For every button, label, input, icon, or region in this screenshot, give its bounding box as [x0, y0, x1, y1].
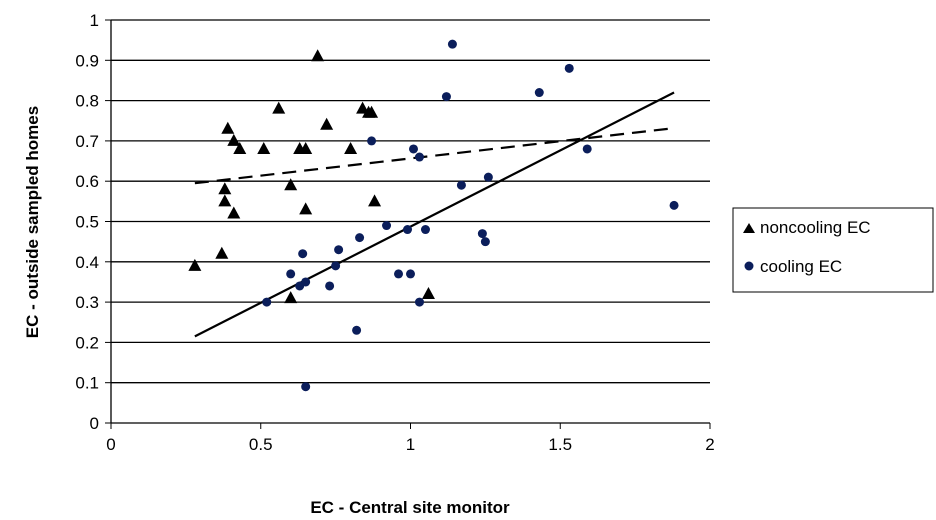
cooling-point	[534, 88, 544, 98]
cooling-point	[447, 39, 457, 49]
cooling-point	[331, 261, 341, 271]
y-axis-title: EC - outside sampled homes	[23, 106, 42, 338]
x-tick-label: 0.5	[249, 435, 273, 454]
cooling-point	[394, 269, 404, 279]
noncooling-point	[218, 194, 232, 207]
y-tick-label: 0.5	[75, 213, 99, 232]
y-tick-label: 0.3	[75, 293, 99, 312]
y-tick-label: 0.7	[75, 132, 99, 151]
cooling-point	[414, 152, 424, 162]
legend-label-cooling: cooling EC	[760, 257, 842, 276]
cooling-point	[582, 144, 592, 154]
noncooling-point	[233, 141, 247, 154]
legend-box	[732, 207, 934, 293]
cooling-point	[441, 92, 451, 102]
noncooling-point	[257, 141, 271, 154]
noncooling-point	[188, 258, 202, 271]
legend: noncooling EC cooling EC	[732, 207, 934, 293]
noncooling-point	[365, 105, 379, 118]
noncooling-point	[299, 202, 313, 215]
cooling-point	[352, 325, 362, 335]
cooling-point	[355, 233, 365, 243]
legend-triangle-icon	[743, 223, 755, 233]
y-tick-label: 0.2	[75, 333, 99, 352]
cooling-point	[456, 180, 466, 190]
cooling-point	[334, 245, 344, 255]
cooling-points	[262, 39, 679, 392]
y-tick-label: 1	[90, 11, 99, 30]
noncooling-point	[344, 141, 358, 154]
cooling-point	[262, 297, 272, 307]
cooling-point	[408, 144, 418, 154]
x-tick-label: 1	[406, 435, 415, 454]
cooling-point	[477, 229, 487, 239]
noncooling-point	[284, 291, 298, 304]
y-tick-label: 0.6	[75, 172, 99, 191]
noncooling-point	[221, 121, 235, 134]
cooling-point	[420, 225, 430, 235]
noncooling-point	[299, 141, 313, 154]
y-tick-label: 0.1	[75, 374, 99, 393]
legend-label-noncooling: noncooling EC	[760, 218, 871, 237]
noncooling-point	[227, 133, 241, 146]
cooling-point	[483, 172, 493, 182]
cooling-point	[286, 269, 296, 279]
y-tick-label: 0	[90, 414, 99, 433]
noncooling-trendline	[194, 127, 669, 185]
x-tick-label: 2	[705, 435, 714, 454]
noncooling-point	[272, 101, 286, 114]
cooling-trendline	[194, 91, 675, 338]
cooling-point	[298, 249, 308, 259]
trendlines	[194, 91, 675, 338]
noncooling-point	[320, 117, 334, 130]
x-axis-title: EC - Central site monitor	[310, 498, 510, 517]
plot-frame	[110, 20, 710, 424]
x-tick-labels: 0 0.5 1 1.5 2	[106, 423, 715, 454]
cooling-point	[406, 269, 415, 279]
noncooling-point	[421, 287, 435, 300]
y-tick-labels: 0 0.1 0.2 0.3 0.4 0.5 0.6 0.7 0.8 0.9 1	[75, 11, 111, 433]
y-tick-label: 0.8	[75, 92, 99, 111]
y-tick-label: 0.9	[75, 51, 99, 70]
noncooling-point	[356, 101, 370, 114]
cooling-point	[382, 221, 392, 231]
noncooling-point	[215, 246, 229, 259]
legend-circle-icon	[744, 261, 754, 271]
cooling-point	[564, 63, 574, 73]
noncooling-points	[188, 49, 435, 304]
cooling-point	[480, 237, 490, 247]
y-tick-label: 0.4	[75, 253, 99, 272]
x-tick-label: 0	[106, 435, 115, 454]
cooling-point	[367, 136, 377, 146]
noncooling-point	[284, 178, 298, 191]
cooling-point	[301, 277, 311, 287]
cooling-point	[669, 200, 679, 210]
noncooling-point	[311, 49, 325, 62]
noncooling-point	[368, 194, 382, 207]
noncooling-point	[227, 206, 241, 219]
cooling-point	[301, 382, 311, 392]
x-tick-label: 1.5	[548, 435, 572, 454]
cooling-point	[403, 225, 413, 235]
cooling-point	[325, 281, 335, 291]
gridlines	[111, 19, 710, 384]
cooling-point	[414, 297, 424, 307]
noncooling-point	[218, 182, 232, 195]
